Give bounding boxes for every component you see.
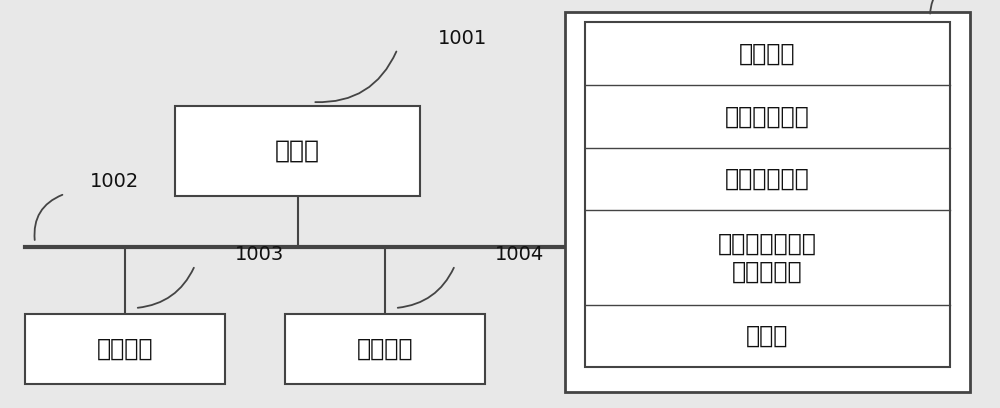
Text: 操作系统: 操作系统 [739,42,796,66]
Text: 1003: 1003 [235,246,284,264]
FancyBboxPatch shape [25,314,225,384]
Text: 网络通信模块: 网络通信模块 [725,104,810,129]
FancyBboxPatch shape [285,314,485,384]
Text: 处理器: 处理器 [275,139,320,163]
Text: 1001: 1001 [438,29,487,48]
Text: 网络接口: 网络接口 [357,337,413,361]
Text: 基于安全分数的
防诈骗程序: 基于安全分数的 防诈骗程序 [718,232,817,284]
Text: 用户接口模块: 用户接口模块 [725,167,810,191]
Text: 用户接口: 用户接口 [97,337,153,361]
FancyBboxPatch shape [565,12,970,392]
Text: 存储器: 存储器 [746,324,789,348]
FancyBboxPatch shape [585,22,950,367]
Text: 1002: 1002 [90,172,139,191]
Text: 1004: 1004 [495,246,544,264]
FancyBboxPatch shape [175,106,420,196]
